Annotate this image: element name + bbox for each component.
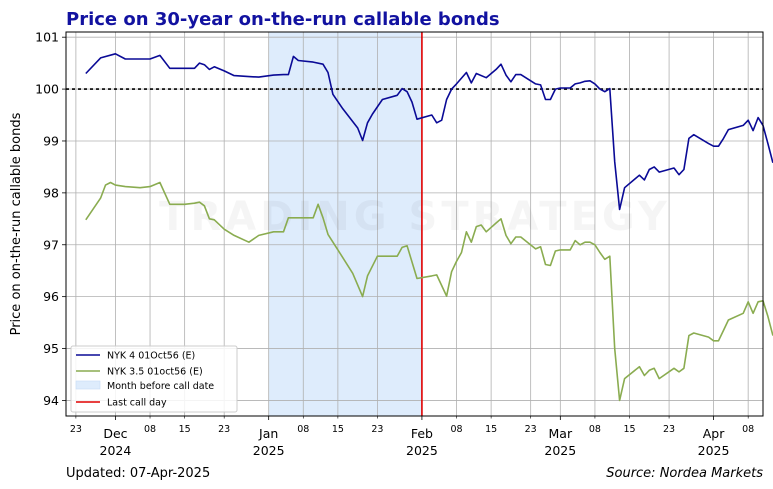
x-tick-label-day: 15 — [623, 424, 635, 435]
x-tick-label-day: 08 — [742, 424, 754, 435]
x-tick-label-month: Dec — [103, 426, 127, 441]
y-tick-label: 99 — [43, 133, 59, 148]
legend-label-last-call: Last call day — [107, 398, 167, 409]
legend-label-shaded: Month before call date — [107, 381, 214, 392]
x-tick-label-year: 2025 — [406, 443, 438, 458]
legend: NYK 4 01Oct56 (E) NYK 3.5 01oct56 (E) Mo… — [70, 345, 238, 413]
x-tick-label-day: 23 — [218, 424, 230, 435]
x-tick-label-month: Mar — [549, 426, 573, 441]
x-tick-label-day: 08 — [297, 424, 309, 435]
legend-box — [70, 345, 238, 413]
y-tick-label: 94 — [43, 393, 59, 408]
x-tick-label-day: 23 — [663, 424, 675, 435]
watermark-logo: TRADING STRATEGY — [159, 194, 671, 240]
series-line-nyk35 — [85, 181, 773, 402]
y-axis: 94 95 96 97 98 99 100 101 — [35, 30, 66, 408]
x-tick-label-month: Apr — [703, 426, 725, 441]
y-tick-label: 101 — [35, 30, 59, 45]
x-tick-label-day: 15 — [179, 424, 191, 435]
x-tick-label-day: 23 — [371, 424, 383, 435]
x-tick-label-day: 08 — [589, 424, 601, 435]
x-tick-label-month: Feb — [411, 426, 433, 441]
plot-frame — [65, 31, 764, 417]
legend-swatch-shaded — [75, 380, 101, 390]
y-tick-label: 97 — [43, 237, 59, 252]
updated-note: Updated: 07-Apr-2025 — [66, 466, 210, 481]
x-tick-label-day: 23 — [525, 424, 537, 435]
source-note: Source: Nordea Markets — [606, 466, 763, 481]
y-axis-label: Price on on-the-run callable bonds — [9, 112, 24, 335]
x-tick-label-year: 2025 — [544, 443, 576, 458]
x-tick-label-day: 15 — [485, 424, 497, 435]
x-tick-label-day: 08 — [450, 424, 462, 435]
series-layer — [85, 52, 773, 402]
x-axis: Dec 2024 Jan 2025 Feb 2025 Mar 2025 Apr 2025 23 08 1… — [70, 416, 754, 458]
x-tick-label-day: 08 — [144, 424, 156, 435]
x-tick-label-month: Jan — [258, 426, 278, 441]
chart-title: Price on 30-year on-the-run callable bon… — [66, 9, 500, 30]
x-tick-label-year: 2025 — [698, 443, 730, 458]
y-tick-label: 95 — [43, 341, 59, 356]
x-tick-label-day: 15 — [332, 424, 344, 435]
y-tick-label: 98 — [43, 185, 59, 200]
series-line-nyk4 — [85, 52, 773, 211]
y-tick-label: 100 — [35, 82, 59, 97]
y-tick-label: 96 — [43, 289, 59, 304]
x-tick-label-year: 2025 — [253, 443, 285, 458]
x-tick-label-year: 2024 — [100, 443, 132, 458]
legend-label-nyk4: NYK 4 01Oct56 (E) — [107, 351, 195, 362]
plot-area: TRADING STRATEGY — [65, 31, 773, 417]
x-tick-label-day: 23 — [70, 424, 82, 435]
legend-label-nyk35: NYK 3.5 01oct56 (E) — [107, 367, 203, 378]
